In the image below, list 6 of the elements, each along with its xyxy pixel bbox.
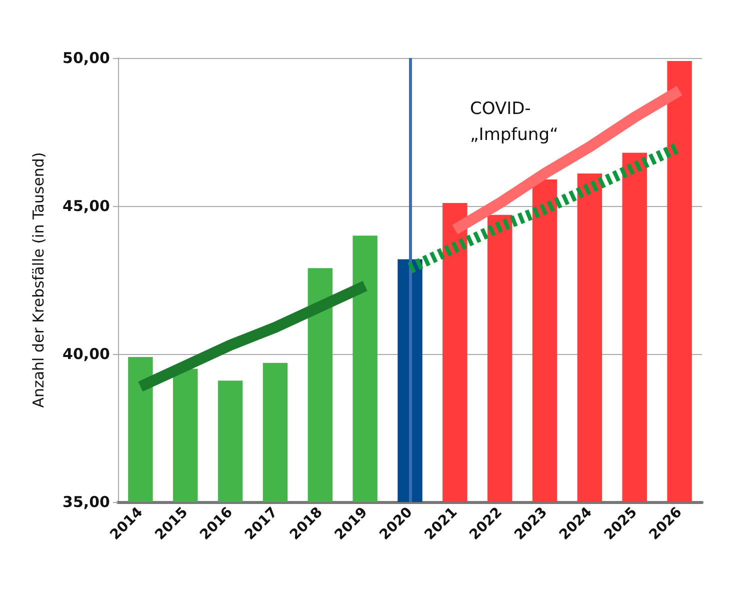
- y-tick-label: 45,00: [62, 197, 110, 215]
- annotation: COVID- „Impfung“: [470, 99, 558, 145]
- y-axis-title: Anzahl der Krebsfälle (in Tausend): [30, 152, 48, 408]
- y-tick-label: 40,00: [62, 345, 110, 363]
- y-tick-label: 35,00: [62, 493, 110, 511]
- y-tick-label: 50,00: [62, 49, 110, 67]
